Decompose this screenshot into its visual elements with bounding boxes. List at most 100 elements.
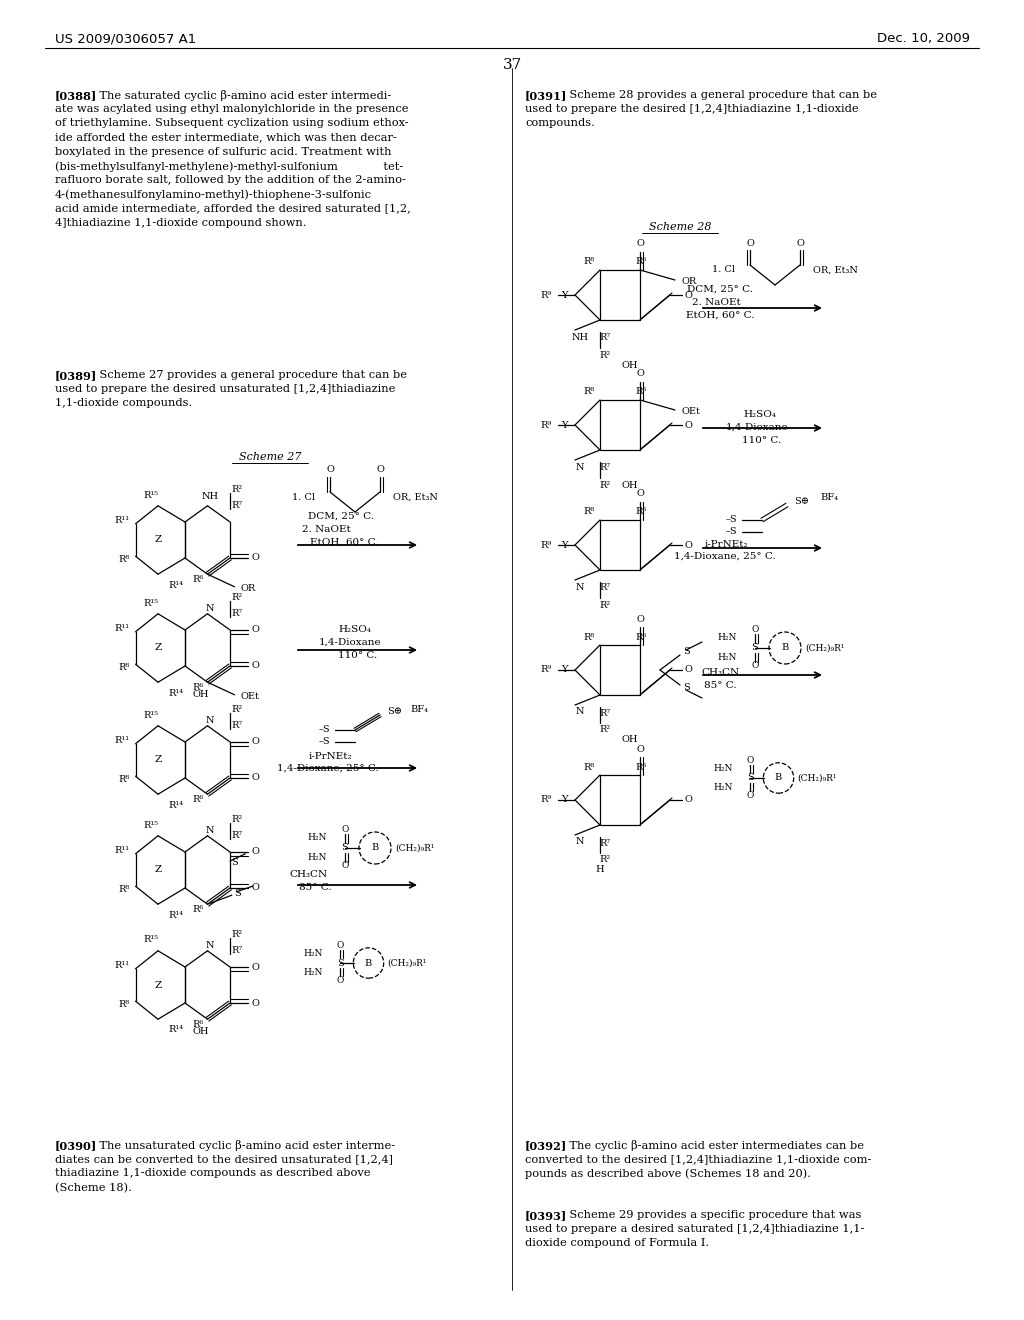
Text: thiadiazine 1,1-dioxide compounds as described above: thiadiazine 1,1-dioxide compounds as des… [55,1168,371,1179]
Text: O: O [636,370,644,379]
Text: H₂SO₄: H₂SO₄ [339,624,372,634]
Text: R⁸: R⁸ [118,886,129,895]
Text: O: O [251,998,259,1007]
Text: EtOH, 60° C.: EtOH, 60° C. [310,539,379,546]
Text: O: O [251,962,259,972]
Text: R¹¹: R¹¹ [114,961,129,970]
Text: OH: OH [193,1027,209,1036]
Text: R¹⁵: R¹⁵ [143,491,159,499]
Text: 1,4-Dioxane: 1,4-Dioxane [726,422,788,432]
Text: OEt: OEt [241,692,260,701]
Text: R⁶: R⁶ [635,257,646,267]
Text: B: B [781,644,788,652]
Text: R⁶: R⁶ [635,632,646,642]
Text: R⁶: R⁶ [635,763,646,771]
Text: Z: Z [155,644,162,652]
Text: S: S [752,644,759,652]
Text: O: O [251,626,259,635]
Text: –S: –S [725,516,737,524]
Text: [0390]: [0390] [55,1140,97,1151]
Text: N: N [206,605,214,612]
Text: R¹¹: R¹¹ [114,516,129,525]
Text: 1,4-Dioxane, 25° C.: 1,4-Dioxane, 25° C. [674,552,776,561]
Text: CH₃CN: CH₃CN [701,668,739,677]
Text: OH: OH [622,360,638,370]
Text: R²: R² [231,931,243,939]
Text: R⁸: R⁸ [584,507,595,516]
Text: N: N [575,582,585,591]
Text: R⁷: R⁷ [231,946,243,956]
Text: Z: Z [155,755,162,764]
Text: Scheme 29 provides a specific procedure that was: Scheme 29 provides a specific procedure … [558,1210,861,1220]
Text: The saturated cyclic β-amino acid ester intermedi-: The saturated cyclic β-amino acid ester … [88,90,391,102]
Text: N: N [575,837,585,846]
Text: H₂N: H₂N [718,634,737,643]
Text: Scheme 28: Scheme 28 [649,222,712,232]
Text: R²: R² [599,351,610,359]
Text: OR, Et₃N: OR, Et₃N [393,492,438,502]
Text: OH: OH [193,690,209,700]
Text: [0388]: [0388] [55,90,97,102]
Text: R¹¹: R¹¹ [114,846,129,855]
Text: 85° C.: 85° C. [703,681,736,690]
Text: O: O [341,825,349,834]
Text: O: O [251,661,259,671]
Text: N: N [575,708,585,717]
Text: R⁸: R⁸ [118,775,129,784]
Text: N: N [206,826,214,836]
Text: R¹⁴: R¹⁴ [169,581,184,590]
Text: R⁹: R⁹ [541,540,552,549]
Text: Y: Y [561,796,568,804]
Text: R¹⁵: R¹⁵ [143,821,159,829]
Text: [0389]: [0389] [55,370,97,381]
Text: R⁷: R⁷ [599,709,610,718]
Text: O: O [336,975,344,985]
Text: Z: Z [155,536,162,544]
Text: S: S [683,684,689,693]
Text: O: O [636,239,644,248]
Text: R²: R² [231,705,243,714]
Text: H₂N: H₂N [307,854,327,862]
Text: NH: NH [571,333,589,342]
Text: R¹⁵: R¹⁵ [143,598,159,607]
Text: B: B [775,774,782,783]
Text: R⁷: R⁷ [231,610,243,618]
Text: R⁹: R⁹ [541,796,552,804]
Text: R¹⁴: R¹⁴ [169,689,184,697]
Text: R⁶: R⁶ [193,795,204,804]
Text: R⁶: R⁶ [193,1020,204,1030]
Text: O: O [752,626,759,635]
Text: H₂N: H₂N [714,764,733,774]
Text: R⁶: R⁶ [635,507,646,516]
Text: R¹⁴: R¹⁴ [169,800,184,809]
Text: DCM, 25° C.: DCM, 25° C. [308,512,374,521]
Text: R²: R² [231,814,243,824]
Text: O: O [684,796,692,804]
Text: R⁸: R⁸ [584,388,595,396]
Text: 1. Cl: 1. Cl [292,492,315,502]
Text: B: B [372,843,379,853]
Text: S⊕: S⊕ [794,498,809,507]
Text: R¹⁴: R¹⁴ [169,911,184,920]
Text: 2. NaOEt: 2. NaOEt [691,298,740,308]
Text: R⁶: R⁶ [193,576,204,583]
Text: O: O [746,756,754,766]
Text: O: O [746,791,754,800]
Text: O: O [684,665,692,675]
Text: 2. NaOEt: 2. NaOEt [302,525,351,535]
Text: OEt: OEt [682,408,700,417]
Text: R⁶: R⁶ [193,906,204,913]
Text: Y: Y [561,421,568,429]
Text: OH: OH [622,735,638,744]
Text: (Scheme 18).: (Scheme 18). [55,1183,132,1193]
Text: 37: 37 [503,58,521,73]
Text: O: O [336,941,344,950]
Text: NH: NH [202,492,219,502]
Text: R⁹: R⁹ [541,421,552,429]
Text: DCM, 25° C.: DCM, 25° C. [687,285,753,294]
Text: compounds.: compounds. [525,119,595,128]
Text: R⁷: R⁷ [599,583,610,593]
Text: H₂N: H₂N [714,783,733,792]
Text: N: N [575,462,585,471]
Text: –S: –S [725,528,737,536]
